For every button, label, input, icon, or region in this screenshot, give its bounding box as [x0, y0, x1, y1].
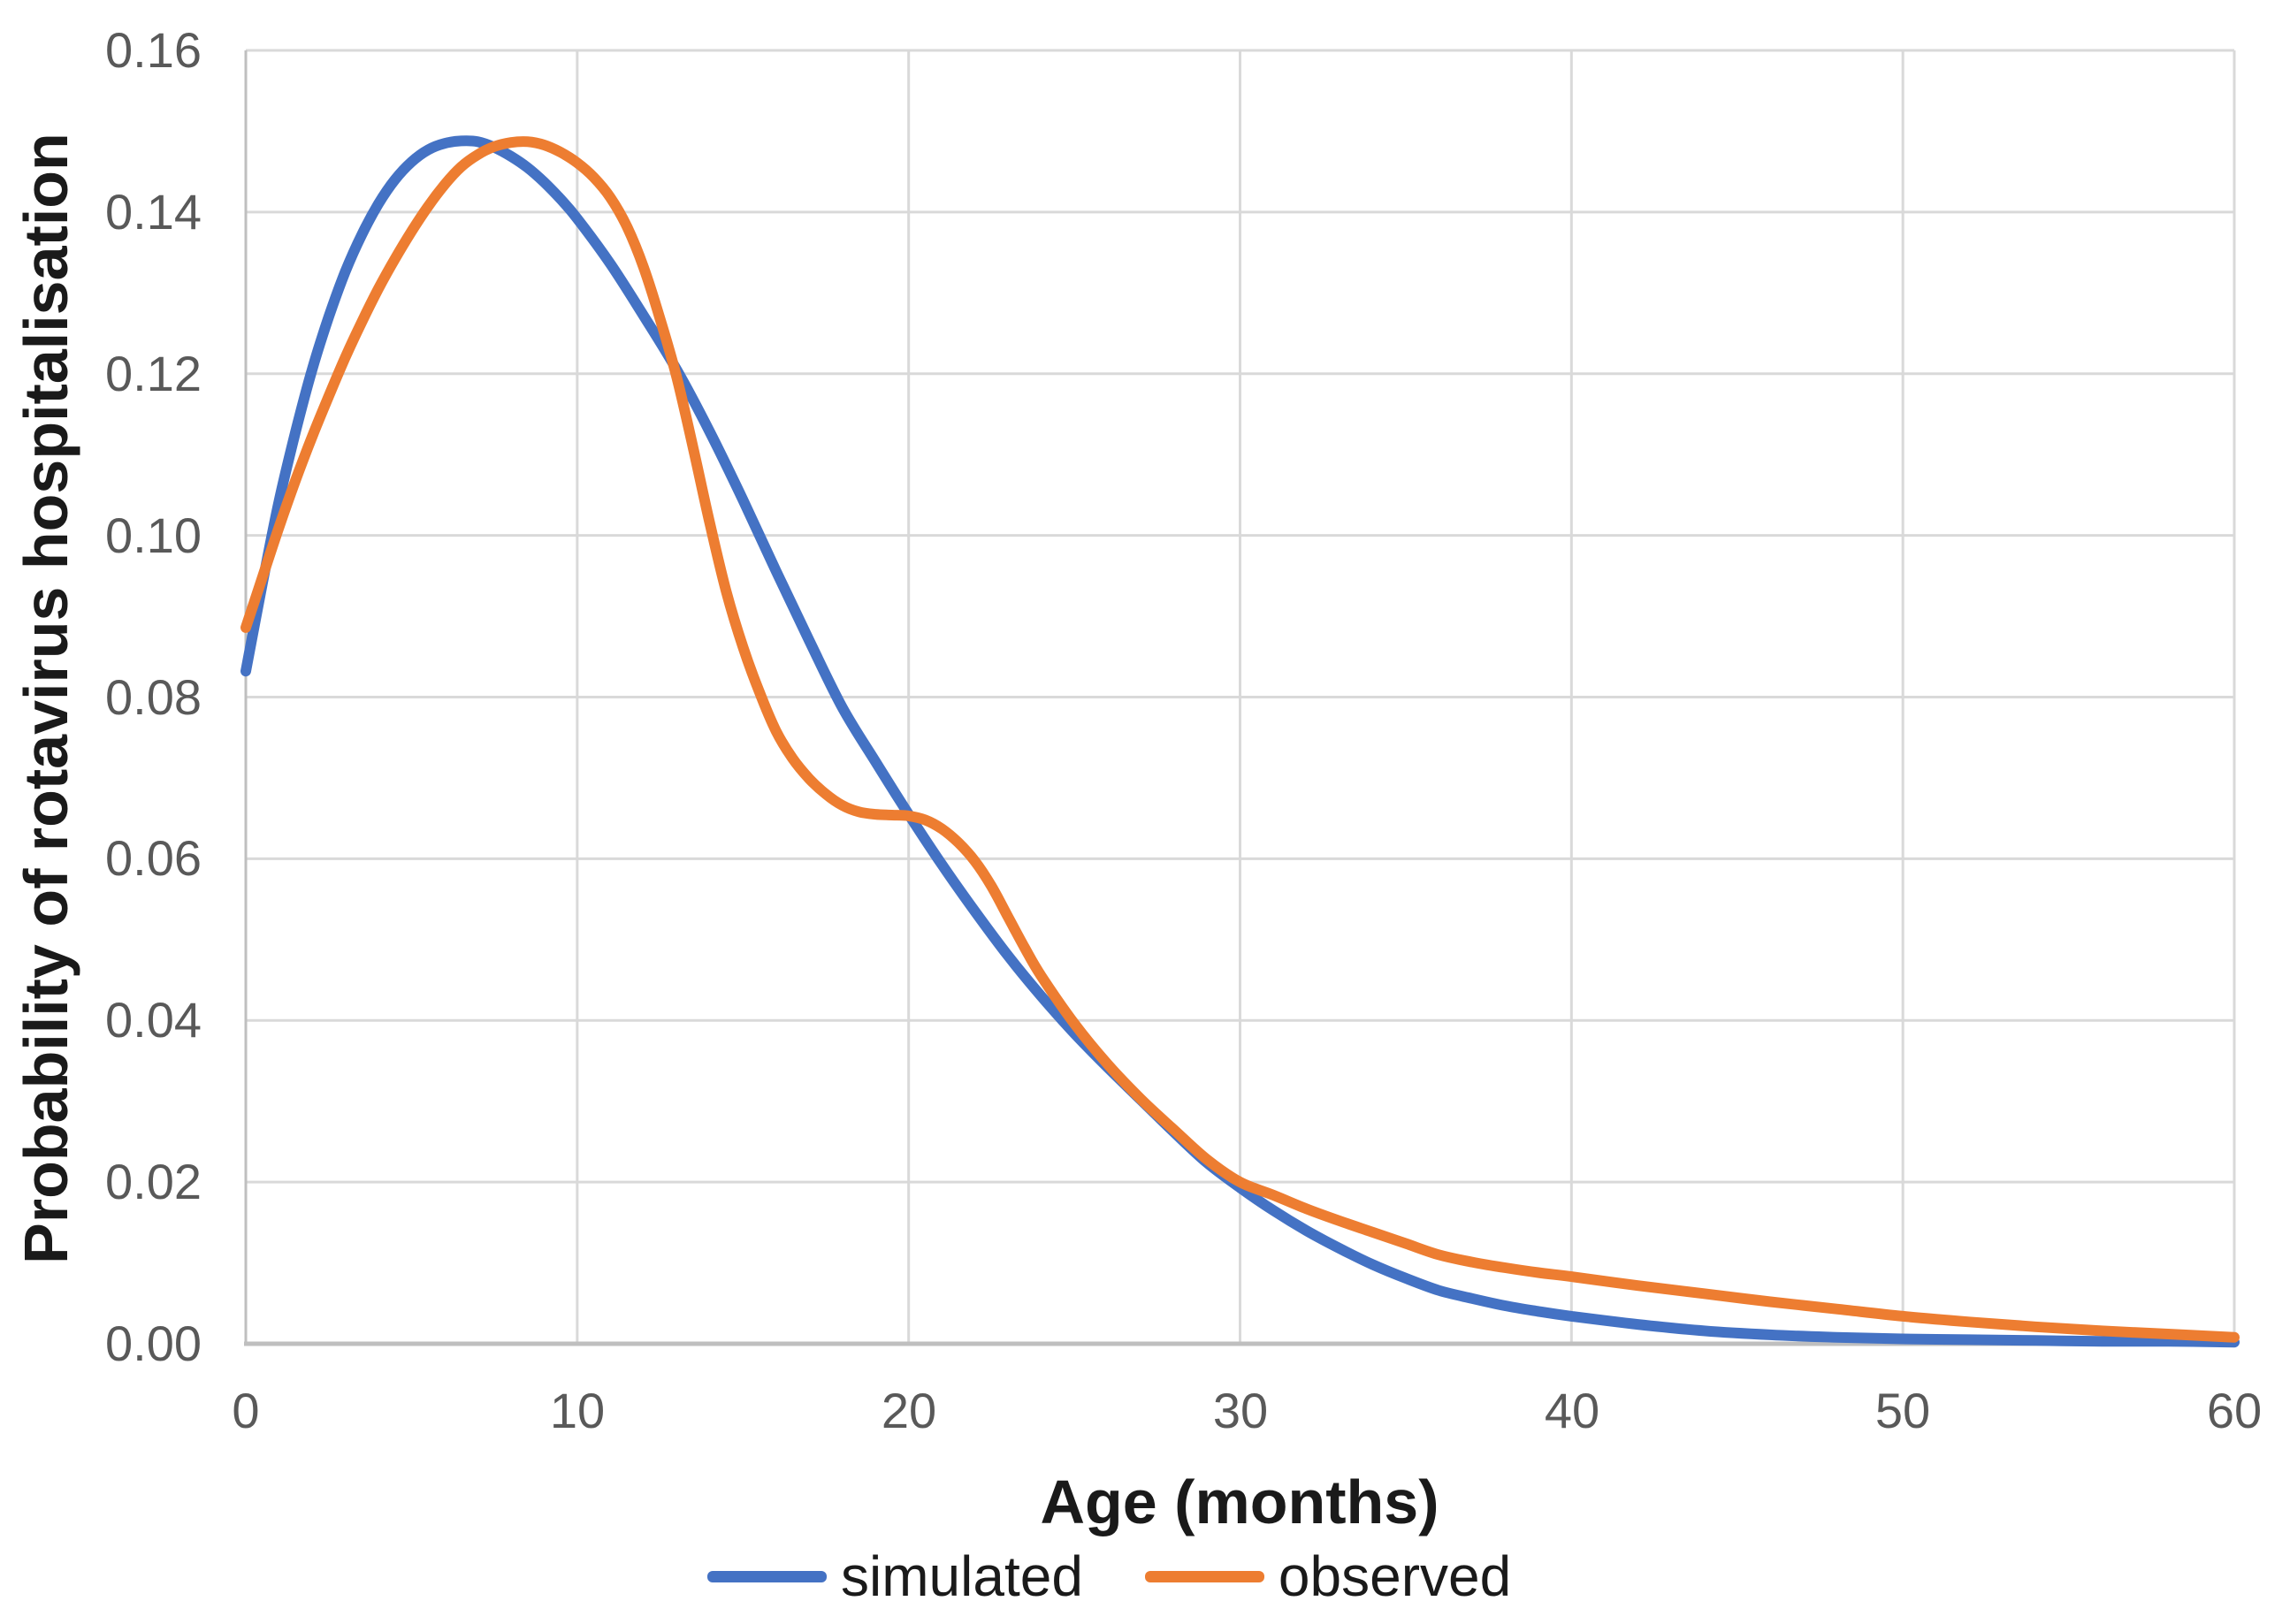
x-axis-title: Age (months) [1040, 1468, 1439, 1536]
y-axis-title: Probability of rotavirus hospitalisation [11, 133, 80, 1264]
legend-item-observed: observed [1144, 1544, 1512, 1609]
y-tick-label: 0.12 [105, 346, 202, 401]
gridlines [246, 49, 2236, 1344]
x-tick-label: 10 [549, 1383, 606, 1438]
series-lines [240, 135, 2240, 1348]
y-tick-label: 0.08 [105, 669, 202, 725]
x-tick-label: 30 [1212, 1383, 1269, 1438]
y-tick-label: 0.00 [105, 1315, 202, 1371]
y-tick-label: 0.06 [105, 830, 202, 886]
y-tick-label: 0.04 [105, 992, 202, 1048]
x-tick-label: 50 [1874, 1383, 1931, 1438]
y-tick-label: 0.10 [105, 507, 202, 563]
legend-label: observed [1278, 1544, 1512, 1608]
simulated-line-swatch-icon [707, 1570, 827, 1582]
y-tick-label: 0.16 [105, 22, 202, 78]
legend-item-simulated: simulated [707, 1544, 1083, 1609]
legend-label: simulated [841, 1544, 1083, 1608]
x-tick-label: 0 [232, 1383, 260, 1438]
x-tick-label: 20 [881, 1383, 937, 1438]
x-tick-label: 40 [1544, 1383, 1600, 1438]
simulated-line [240, 135, 2240, 1348]
observed-line [240, 136, 2240, 1343]
y-tick-label: 0.02 [105, 1154, 202, 1209]
legend: simulated observed [707, 1543, 1511, 1610]
x-tick-label: 60 [2206, 1383, 2263, 1438]
observed-line-swatch-icon [1144, 1570, 1264, 1582]
y-tick-label: 0.14 [105, 184, 202, 240]
